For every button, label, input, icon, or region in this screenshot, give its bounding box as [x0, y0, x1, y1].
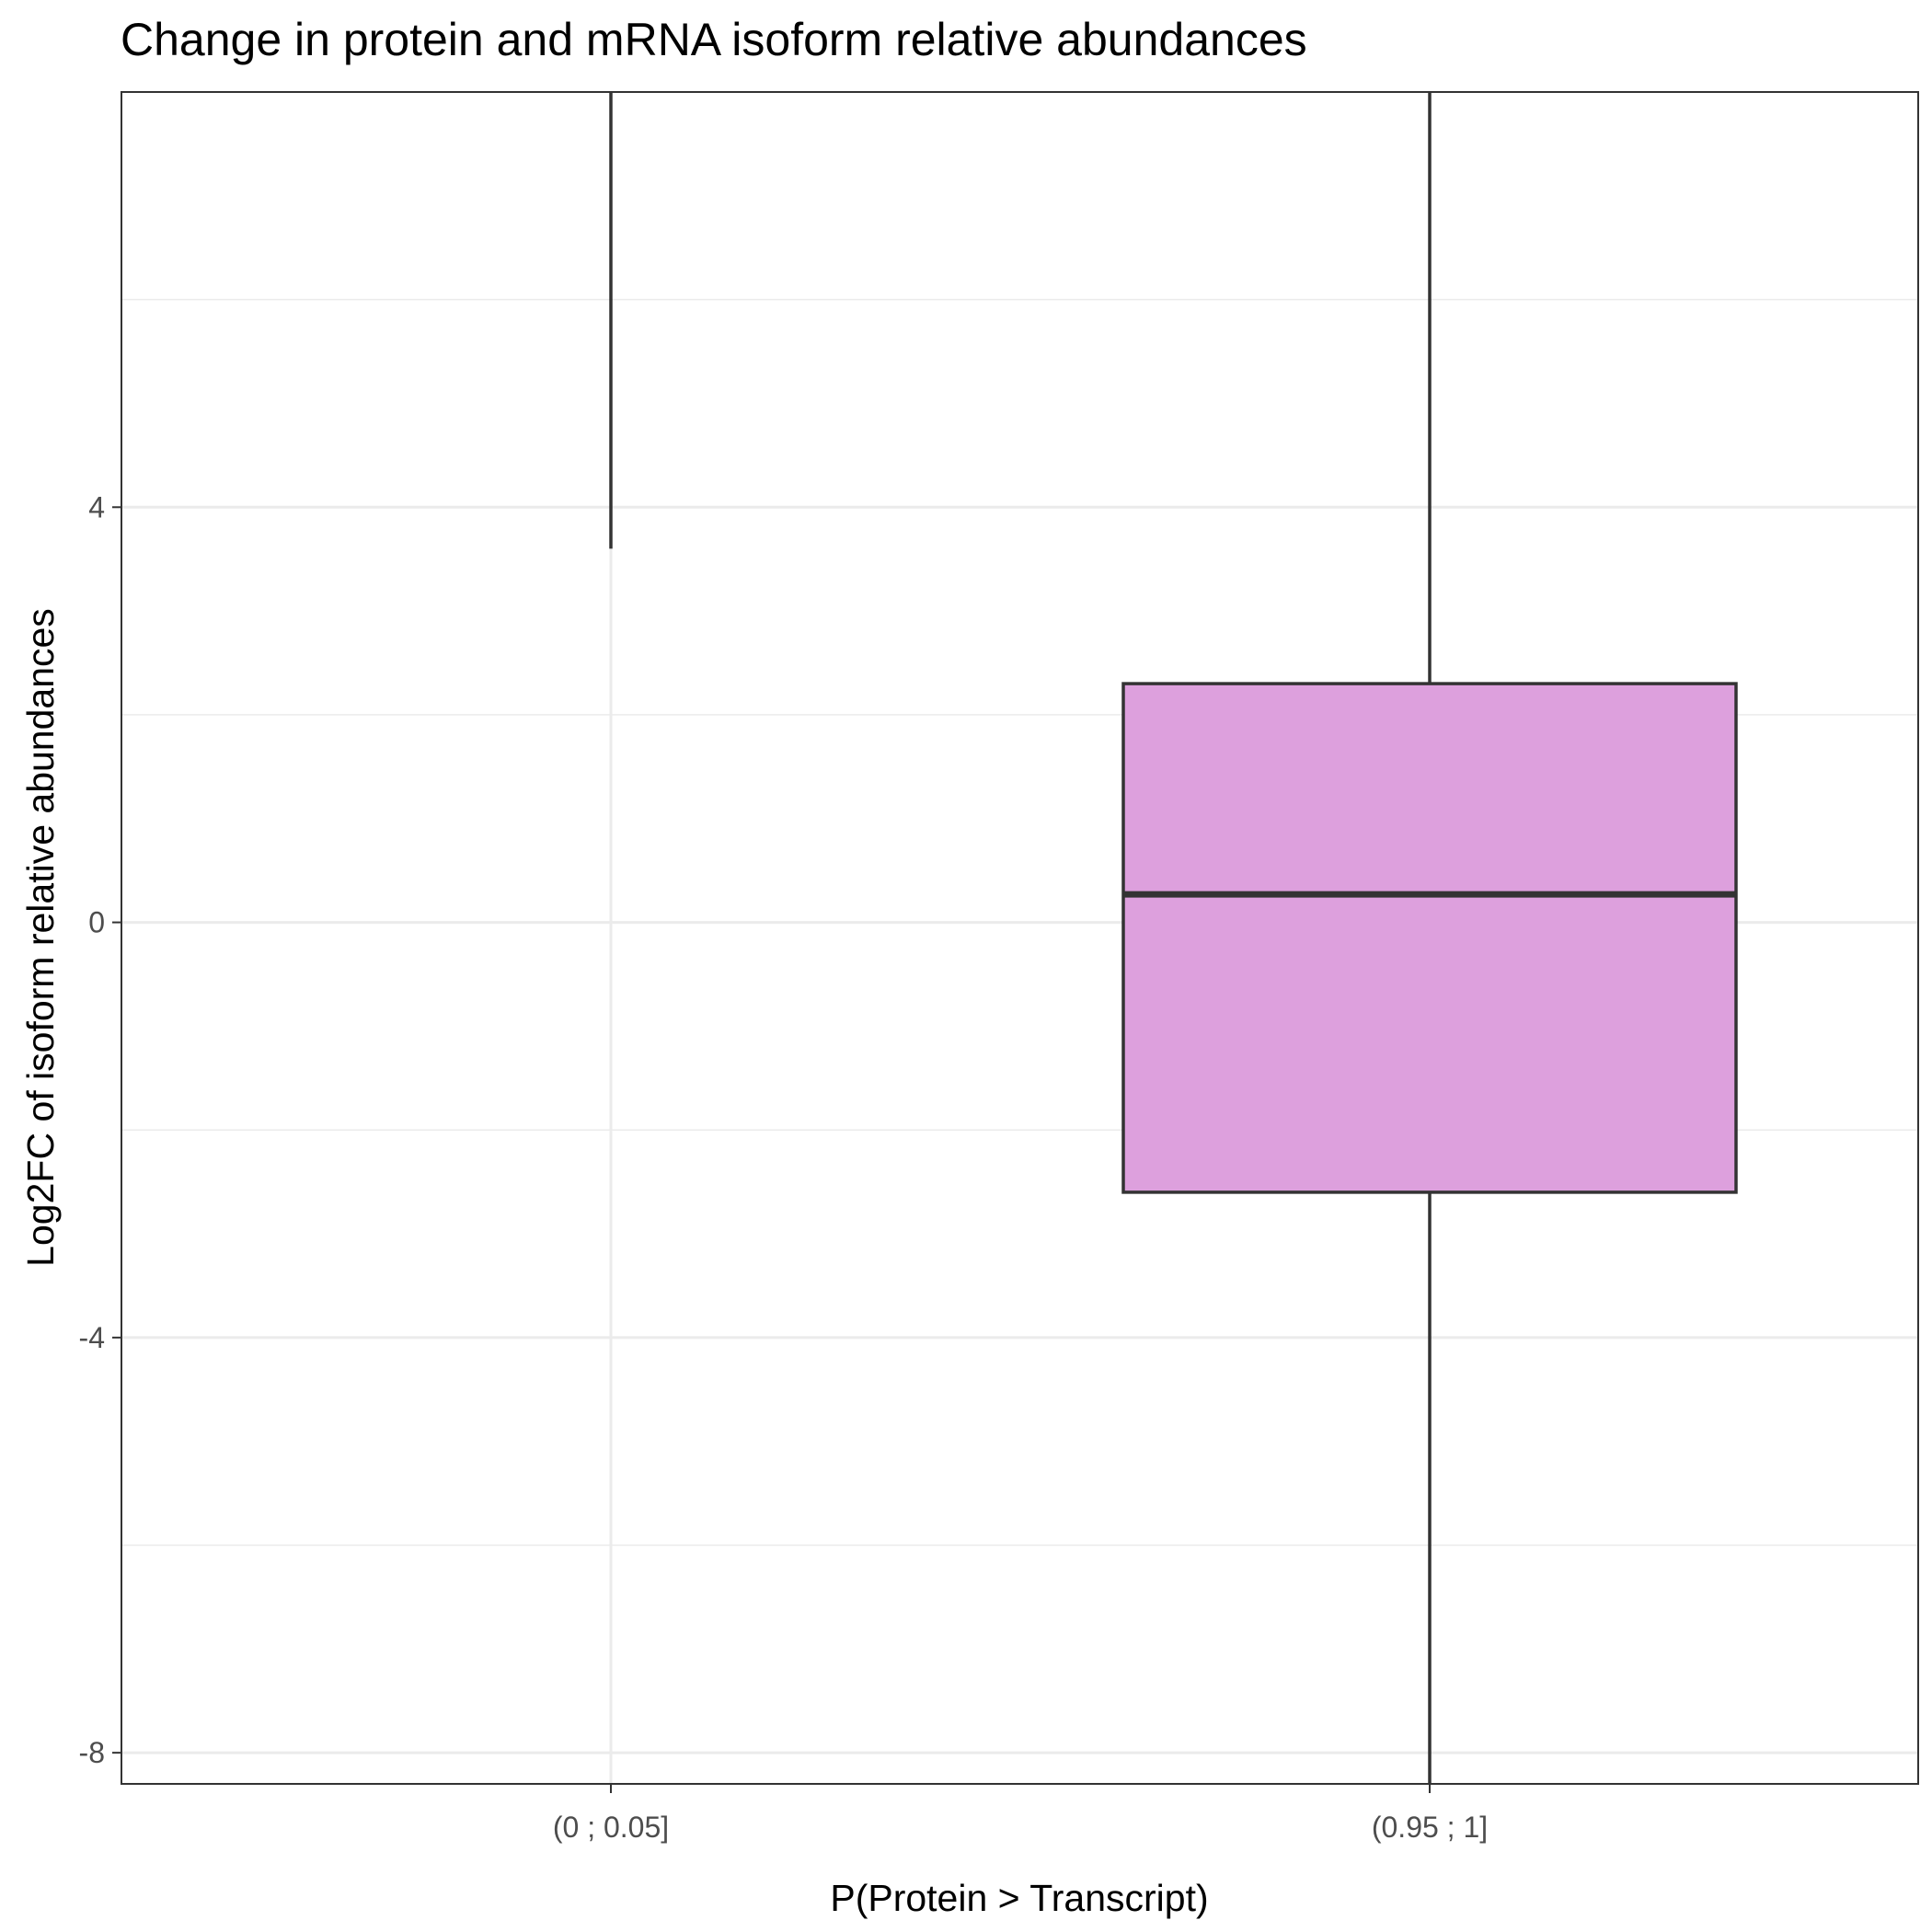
y-tick-label: -4 — [79, 1321, 105, 1354]
box-layer — [609, 92, 1738, 1784]
x-tick-label: (0.95 ; 1] — [1372, 1811, 1488, 1844]
y-tick-label: -8 — [79, 1736, 105, 1769]
y-axis-title: Log2FC of isoform relative abundances — [19, 608, 62, 1267]
x-axis-title: P(Protein > Transcript) — [830, 1877, 1208, 1919]
axis-layer: -8 -4 0 4 (0 ; 0.05] (0.95 ; 1] — [79, 490, 1489, 1844]
x-tick-label: (0 ; 0.05] — [553, 1811, 669, 1844]
box-iqr — [1121, 682, 1738, 1194]
chart-title: Change in protein and mRNA isoform relat… — [121, 14, 1307, 65]
panel-border — [121, 91, 1919, 1785]
y-tick-label: 4 — [88, 490, 105, 523]
y-tick-label: 0 — [88, 906, 105, 939]
